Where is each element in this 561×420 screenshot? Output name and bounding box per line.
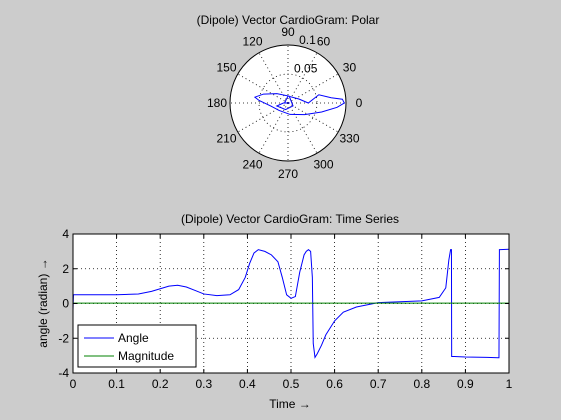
polar-spoke bbox=[237, 102, 289, 133]
timeseries-x-tick-label: 0 bbox=[70, 377, 77, 391]
timeseries-x-tick-label: 0.4 bbox=[239, 377, 256, 391]
timeseries-y-tick-label: 0 bbox=[62, 297, 69, 311]
polar-spoke bbox=[287, 52, 318, 104]
timeseries-x-tick-label: 0.5 bbox=[283, 377, 300, 391]
polar-angle-tick-label: 60 bbox=[317, 35, 331, 49]
polar-spoke bbox=[237, 73, 289, 104]
polar-angle-tick-label: 0 bbox=[356, 96, 363, 110]
timeseries-x-tick-label: 0.8 bbox=[413, 377, 430, 391]
polar-spoke bbox=[287, 102, 318, 154]
timeseries-y-tick-label: 4 bbox=[62, 227, 69, 241]
polar-radial-tick-label: 0.1 bbox=[299, 33, 316, 47]
polar-spoke bbox=[258, 102, 289, 154]
timeseries-x-tick-label: 1 bbox=[506, 377, 513, 391]
legend-box bbox=[77, 324, 197, 368]
timeseries-x-tick-label: 0.1 bbox=[108, 377, 125, 391]
timeseries-chart: (Dipole) Vector CardioGram: Time Series … bbox=[36, 212, 513, 411]
polar-angle-tick-label: 90 bbox=[281, 25, 295, 39]
polar-angle-labels: 0 30 60 90 120 150 180 210 240 270 300 330 bbox=[207, 25, 363, 181]
polar-spoke bbox=[258, 52, 289, 104]
polar-angle-tick-label: 150 bbox=[216, 61, 236, 75]
timeseries-x-tick-label: 0.9 bbox=[457, 377, 474, 391]
polar-grid bbox=[230, 45, 346, 161]
timeseries-y-tick-label: -4 bbox=[58, 366, 69, 380]
polar-radial-tick-label: 0.05 bbox=[294, 61, 318, 75]
series-line-angle bbox=[72, 248, 510, 359]
timeseries-ticks: 0 0.1 0.2 0.3 0.4 0.5 0.6 0.7 0.8 0.9 1 -4 -2 0 2 4 bbox=[58, 227, 512, 391]
polar-chart: (Dipole) Vector CardioGram: Polar 0 30 60 9… bbox=[197, 13, 380, 181]
polar-angle-tick-label: 330 bbox=[339, 132, 359, 146]
timeseries-lines bbox=[72, 248, 510, 359]
timeseries-chart-title: (Dipole) Vector CardioGram: Time Series bbox=[181, 212, 399, 226]
polar-angle-tick-label: 180 bbox=[207, 96, 227, 110]
timeseries-x-tick-label: 0.7 bbox=[370, 377, 387, 391]
polar-angle-tick-label: 300 bbox=[313, 157, 333, 171]
legend-angle-label: Angle bbox=[118, 331, 149, 345]
timeseries-x-tick-label: 0.6 bbox=[326, 377, 343, 391]
timeseries-y-tick-label: 2 bbox=[62, 262, 69, 276]
polar-chart-title: (Dipole) Vector CardioGram: Polar bbox=[197, 13, 380, 27]
timeseries-x-axis-label: Time → bbox=[269, 397, 311, 411]
timeseries-y-tick-label: -2 bbox=[58, 331, 69, 345]
polar-angle-tick-label: 120 bbox=[242, 35, 262, 49]
legend-magnitude-label: Magnitude bbox=[118, 349, 174, 363]
polar-series-line bbox=[253, 93, 345, 116]
polar-radial-labels: 0.05 0.1 bbox=[294, 33, 318, 76]
timeseries-legend: Angle Magnitude bbox=[77, 324, 197, 368]
timeseries-x-tick-label: 0.2 bbox=[152, 377, 169, 391]
polar-angle-tick-label: 240 bbox=[242, 157, 262, 171]
polar-angle-tick-label: 210 bbox=[216, 132, 236, 146]
timeseries-x-tick-label: 0.3 bbox=[195, 377, 212, 391]
polar-ring bbox=[258, 73, 318, 133]
polar-angle-tick-label: 30 bbox=[343, 61, 357, 75]
timeseries-y-axis-label: angle (radian) → bbox=[36, 258, 50, 347]
polar-spoke bbox=[287, 102, 339, 133]
polar-spoke bbox=[287, 73, 339, 104]
polar-angle-tick-label: 270 bbox=[278, 167, 298, 181]
